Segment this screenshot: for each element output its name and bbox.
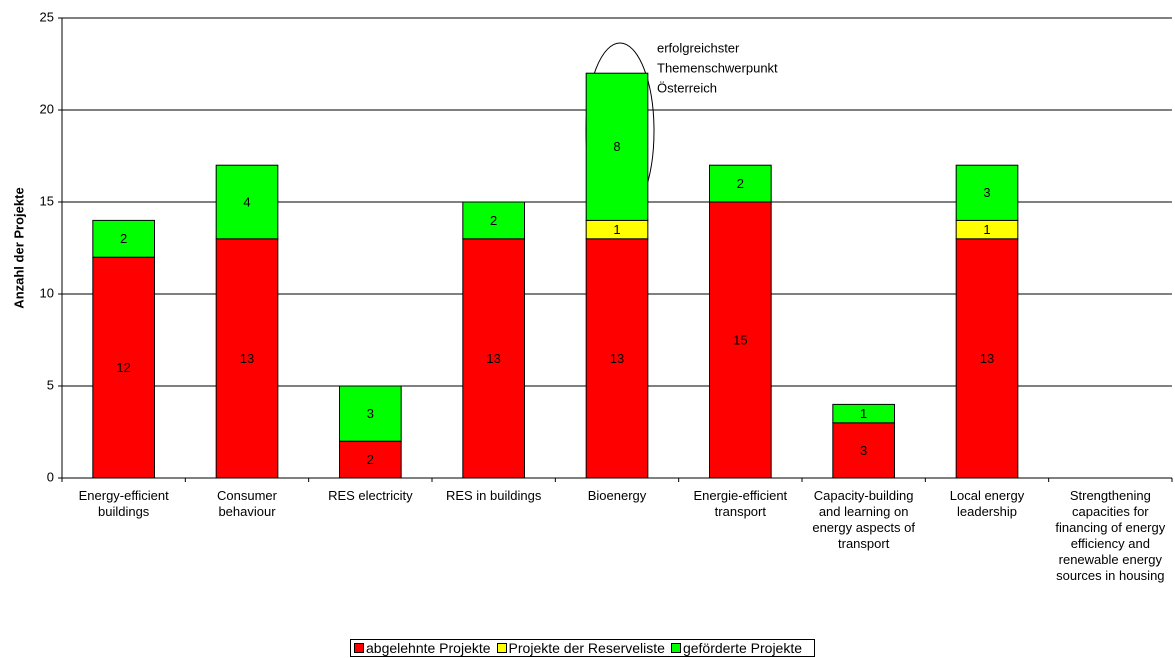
legend-label: geförderte Projekte [682,640,803,656]
y-tick-label: 15 [40,193,54,208]
y-tick-label: 0 [47,469,54,484]
y-tick-label: 25 [40,9,54,24]
y-tick-label: 20 [40,101,54,116]
data-label: 3 [983,185,990,200]
y-axis-title: Anzahl der Projekte [11,187,26,308]
data-label: 1 [613,222,620,237]
y-tick-label: 5 [47,377,54,392]
x-tick-label: RES electricity [328,488,413,503]
bar-segment [955,238,1019,479]
bar-segment [462,201,526,240]
legend-swatch [670,643,681,653]
bar-segment [585,72,649,221]
legend-swatch [354,643,364,653]
bar-segment [832,403,895,424]
legend-label: abgelehnte Projekte [366,640,491,656]
data-label: 3 [367,406,374,421]
annotation: Österreich [657,80,717,95]
data-label: 1 [860,406,867,421]
bar-segment [585,238,649,479]
legend: abgelehnte Projekte Projekte der Reservel… [350,639,816,657]
annotation: Themenschwerpunkt [657,60,778,75]
data-label: 4 [243,194,250,209]
x-tick-label: Energie-efficient transport [693,488,788,519]
data-label: 8 [613,139,620,154]
data-label: 2 [737,176,744,191]
x-tick-label: Strengthening capacities for financing o… [1055,488,1166,583]
legend-item: Projekte der Reserveliste [496,640,665,656]
bar-segment [462,238,526,479]
bar-segment [215,164,279,240]
bar-segment [709,201,772,479]
data-label: 2 [120,231,127,246]
data-label: 2 [490,213,497,228]
x-tick-label: Consumer behaviour [217,488,277,519]
data-label: 13 [980,351,994,366]
data-label: 13 [240,351,254,366]
legend-item: abgelehnte Projekte [354,640,491,656]
data-label: 1 [983,222,990,237]
annotation: erfolgreichster [657,40,740,55]
bar-segment [955,164,1019,221]
bar-segment [339,385,402,442]
data-label: 12 [116,360,130,375]
y-tick-label: 10 [40,285,54,300]
bar-segment [92,219,156,258]
bar-segment [709,164,772,203]
bar-segment [339,440,402,479]
data-label: 2 [367,452,374,467]
x-tick-label: RES in buildings [445,488,542,503]
x-tick-label: Energy-efficient buildings [78,488,169,519]
legend-label: Projekte der Reserveliste [508,640,665,656]
data-label: 13 [486,351,500,366]
x-tick-label: Capacity-building and learning on energy… [812,488,915,551]
legend-item: geförderte Projekte [670,640,803,656]
bar-segment [92,256,156,479]
data-label: 13 [610,351,624,366]
x-tick-label: Bioenergy [587,488,647,503]
data-label: 15 [733,332,747,347]
legend-swatch [496,643,507,653]
x-tick-label: Local energy leadership [949,488,1025,519]
data-label: 3 [860,443,867,458]
